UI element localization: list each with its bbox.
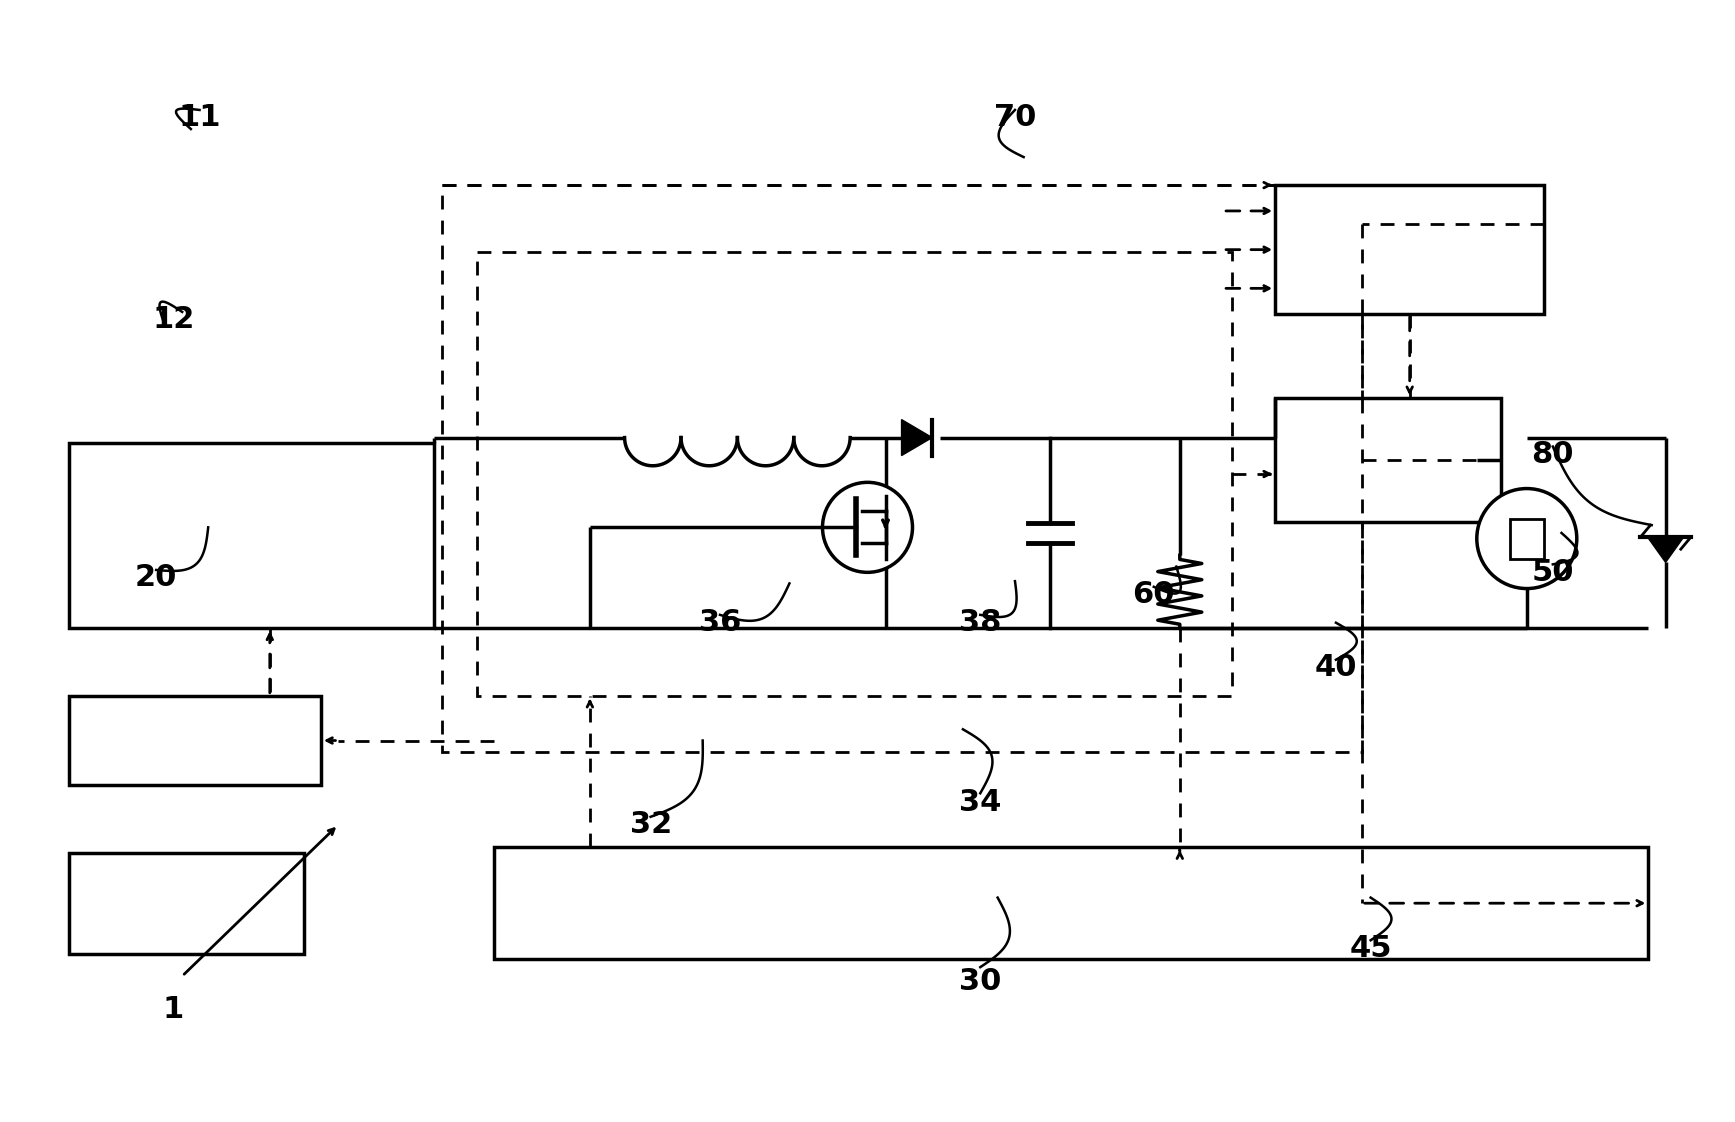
- Bar: [69, 853, 304, 954]
- Text: 30: 30: [959, 967, 1001, 996]
- Text: 12: 12: [153, 305, 194, 334]
- Text: 45: 45: [1350, 934, 1391, 963]
- Text: 32: 32: [630, 810, 671, 839]
- Text: 50: 50: [1532, 558, 1574, 587]
- Text: 1: 1: [163, 995, 184, 1024]
- Text: 80: 80: [1532, 440, 1574, 469]
- Text: 38: 38: [959, 608, 1001, 637]
- Text: 60: 60: [1133, 580, 1175, 609]
- Bar: [477, 252, 1232, 696]
- Bar: [1275, 398, 1501, 522]
- Bar: [69, 443, 434, 628]
- Text: 20: 20: [135, 563, 177, 592]
- Polygon shape: [1648, 537, 1683, 562]
- Circle shape: [822, 482, 913, 572]
- Bar: [1509, 518, 1544, 559]
- Text: 11: 11: [179, 103, 220, 132]
- Polygon shape: [902, 420, 932, 456]
- Circle shape: [1476, 488, 1577, 589]
- Text: 36: 36: [699, 608, 741, 637]
- Text: 70: 70: [994, 103, 1036, 132]
- Text: 40: 40: [1315, 653, 1357, 682]
- Bar: [1275, 185, 1544, 314]
- Bar: [494, 847, 1648, 959]
- Text: 34: 34: [959, 788, 1001, 817]
- Bar: [69, 696, 321, 785]
- Bar: [442, 185, 1362, 752]
